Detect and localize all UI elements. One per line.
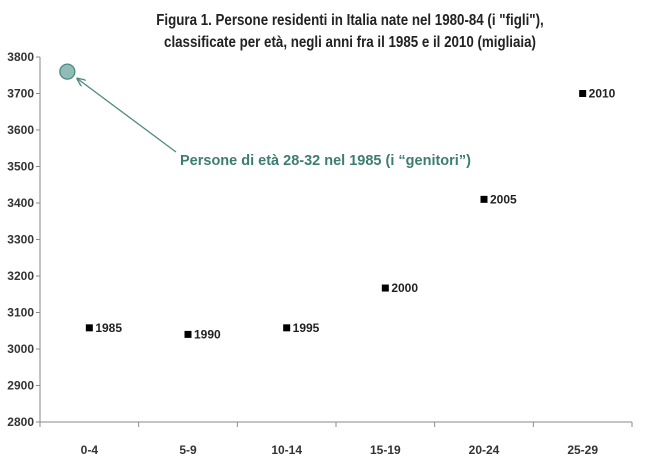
data-point-label: 2005: [490, 192, 517, 206]
y-tick-label: 3700: [7, 87, 34, 101]
highlight-point: [59, 63, 76, 80]
data-point: [85, 324, 93, 332]
chart-title: Figura 1. Persone residenti in Italia na…: [135, 10, 565, 54]
data-point: [184, 330, 192, 338]
data-point-label: 2000: [391, 281, 418, 295]
data-point-label: 2010: [589, 87, 616, 101]
y-tick-label: 3800: [7, 50, 34, 64]
chart-title-line-2: classificate per età, negli anni fra il …: [164, 34, 536, 51]
x-tick-label: 25-29: [567, 443, 598, 457]
x-tick-label: 10-14: [271, 443, 302, 457]
annotation-arrow: [77, 79, 177, 153]
y-tick-label: 2800: [7, 415, 34, 429]
y-tick-label: 3100: [7, 306, 34, 320]
data-point: [579, 90, 587, 97]
y-tick-label: 3600: [7, 123, 34, 137]
x-tick-label: 20-24: [469, 443, 500, 457]
y-tick-label: 3300: [7, 233, 34, 247]
y-tick-label: 2900: [7, 379, 34, 393]
data-point: [381, 284, 389, 292]
y-tick-label: 3400: [7, 196, 34, 210]
data-point: [283, 324, 291, 332]
y-tick-label: 3500: [7, 160, 34, 174]
chart-title-line-1: Figura 1. Persone residenti in Italia na…: [156, 12, 544, 29]
x-tick-label: 0-4: [81, 443, 99, 457]
y-tick-label: 3000: [7, 342, 34, 356]
annotation-text: Persone di età 28-32 nel 1985 (i “genito…: [180, 153, 471, 169]
data-point-label: 1995: [293, 321, 320, 335]
data-point-label: 1985: [95, 321, 122, 335]
data-point-label: 1990: [194, 327, 221, 341]
data-point: [480, 195, 488, 203]
x-tick-label: 15-19: [370, 443, 401, 457]
x-tick-label: 5-9: [179, 443, 197, 457]
y-tick-label: 3200: [7, 269, 34, 283]
